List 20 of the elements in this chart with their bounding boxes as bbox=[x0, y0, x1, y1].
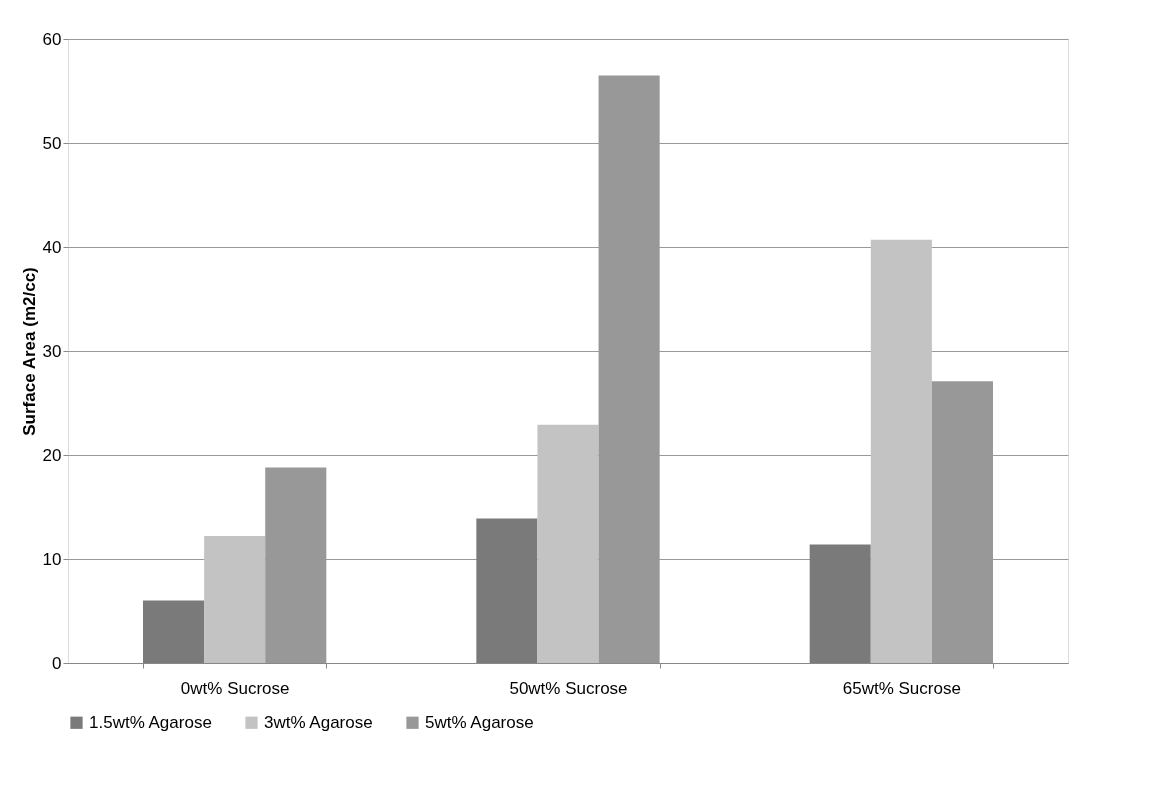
x-tick-label: 50wt% Sucrose bbox=[509, 678, 628, 698]
y-tick-label: 10 bbox=[42, 549, 62, 569]
y-tick-label: 50 bbox=[42, 133, 62, 153]
y-tick-label: 40 bbox=[42, 237, 62, 257]
bar bbox=[870, 239, 932, 663]
legend-label: 1.5wt% Agarose bbox=[89, 712, 212, 732]
y-tick-label: 30 bbox=[42, 341, 62, 361]
bar bbox=[204, 536, 266, 663]
y-tick-label: 20 bbox=[42, 445, 62, 465]
bar bbox=[537, 424, 599, 663]
x-tick-label: 0wt% Sucrose bbox=[180, 678, 290, 698]
y-tick-label: 60 bbox=[42, 29, 62, 49]
y-tick-label: 0 bbox=[52, 653, 62, 673]
bar bbox=[809, 544, 871, 663]
bar bbox=[143, 600, 205, 663]
legend-label: 3wt% Agarose bbox=[264, 712, 373, 732]
y-axis-title: Surface Area (m2/cc) bbox=[19, 267, 39, 436]
bar bbox=[476, 518, 538, 663]
legend-label: 5wt% Agarose bbox=[425, 712, 534, 732]
x-tick-label: 65wt% Sucrose bbox=[842, 678, 961, 698]
